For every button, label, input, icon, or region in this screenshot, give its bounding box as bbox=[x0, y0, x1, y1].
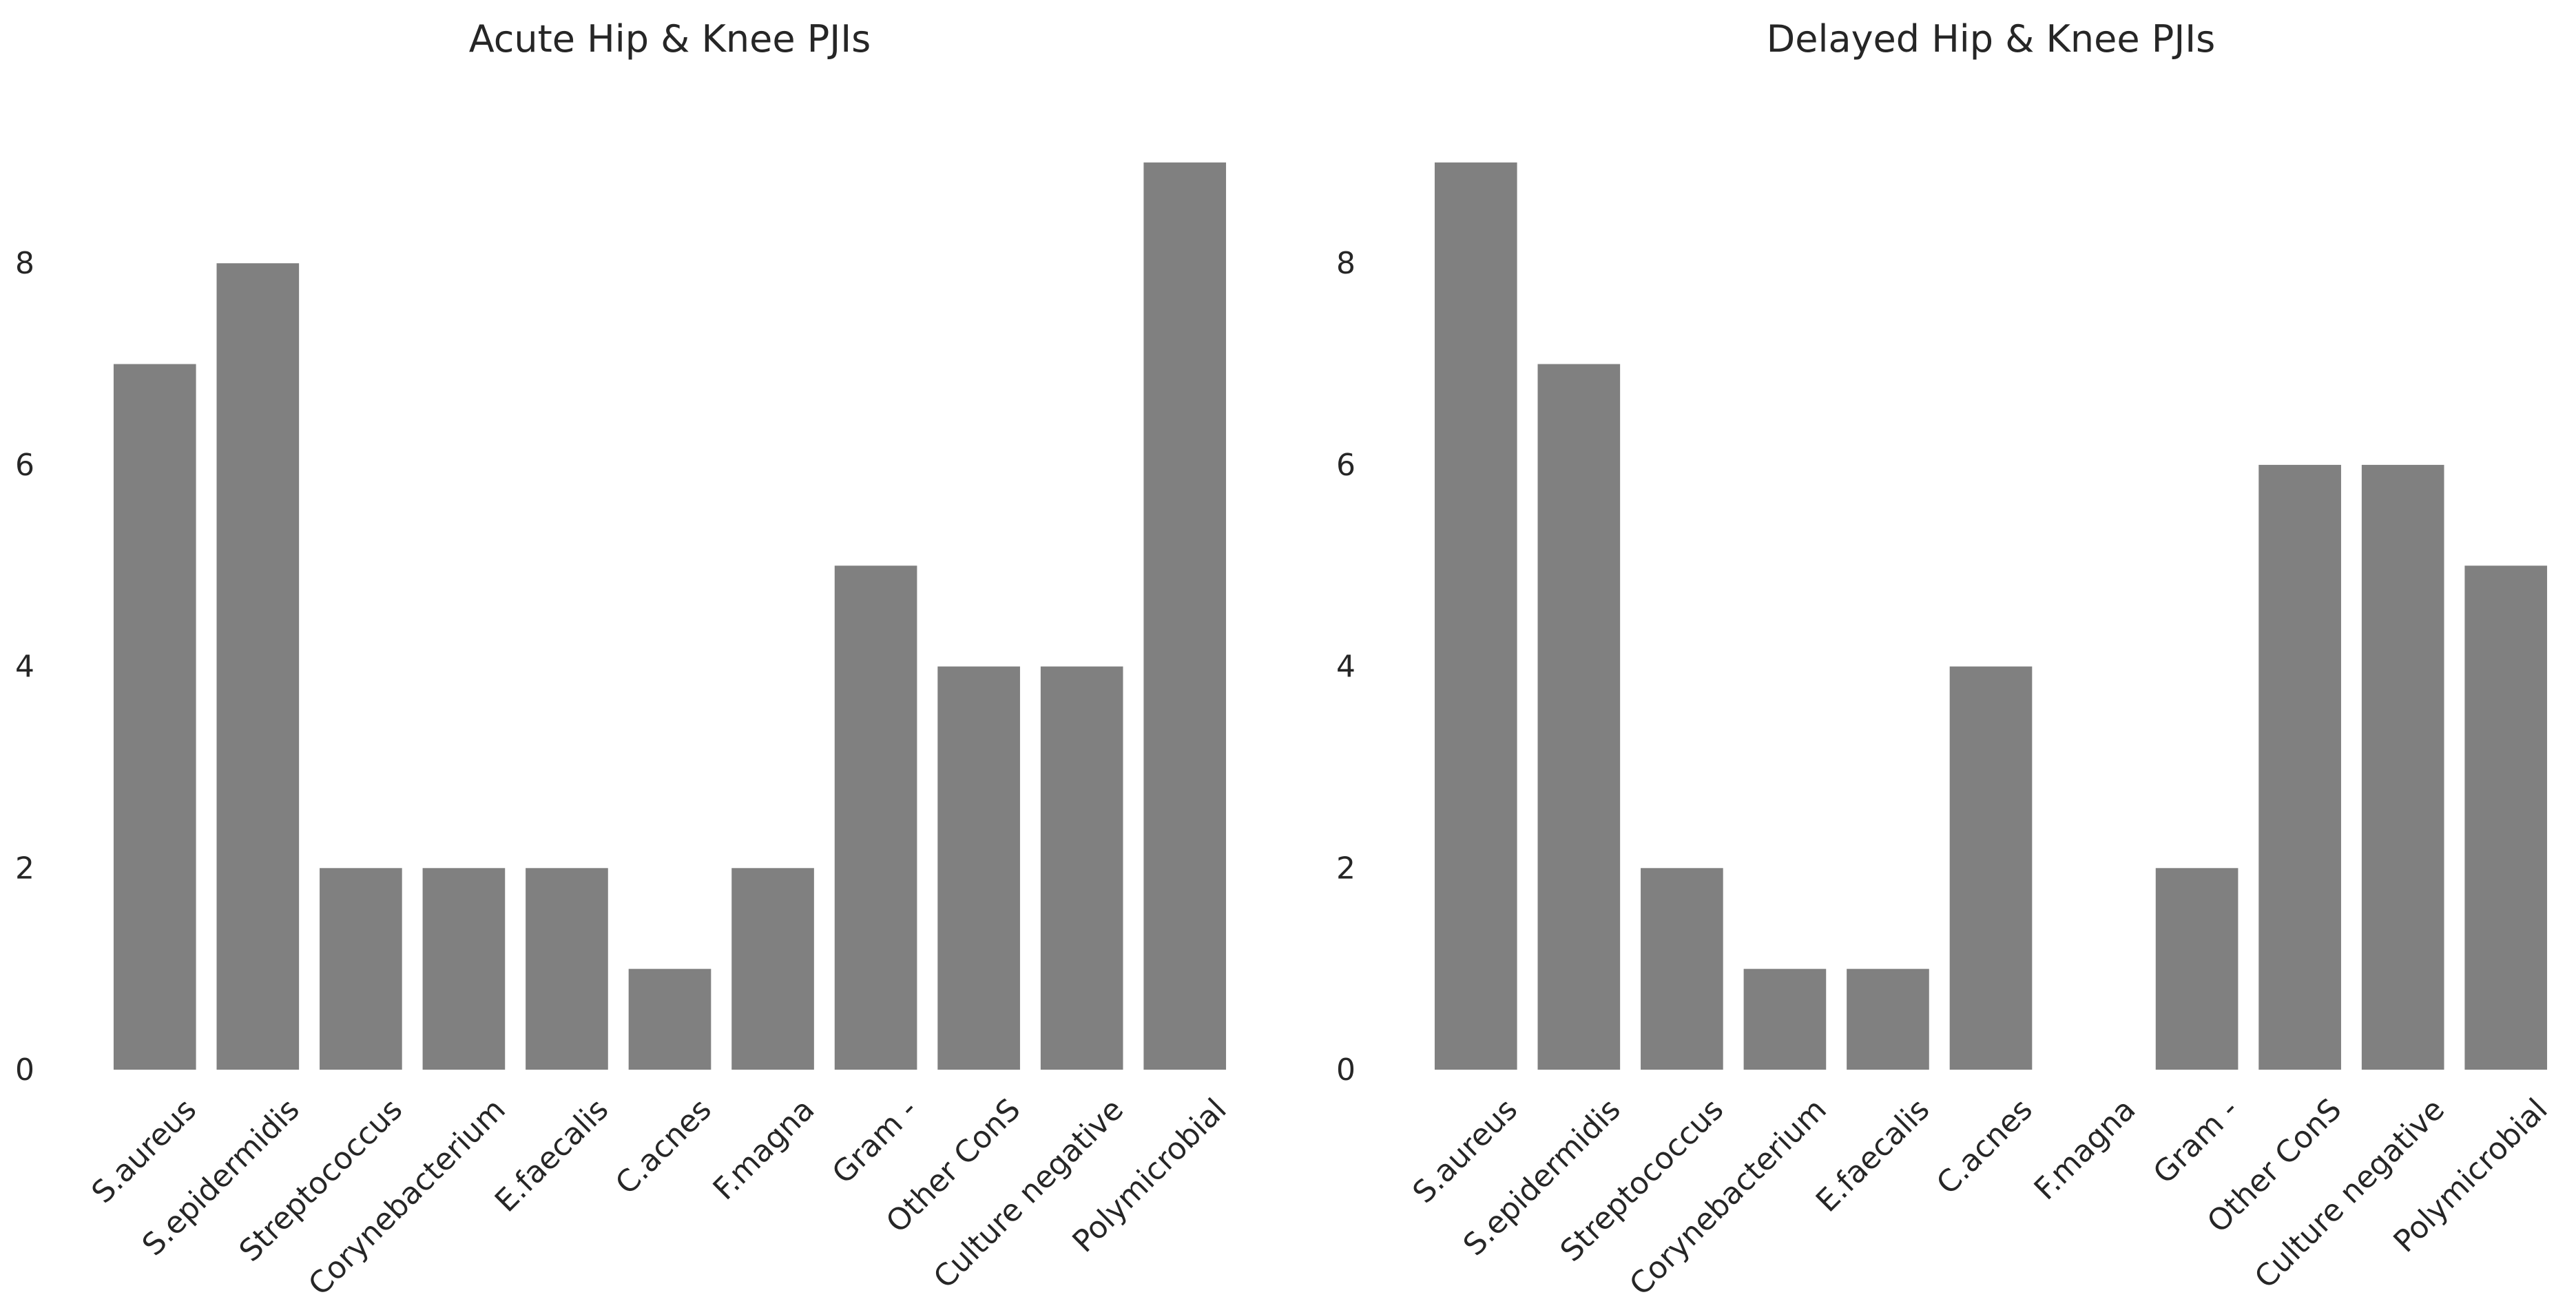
acute-bar bbox=[1040, 666, 1123, 1070]
delayed-xtick-label: Corynebacterium bbox=[1623, 1092, 1834, 1302]
acute-bar bbox=[1143, 162, 1227, 1070]
delayed-bar bbox=[1847, 968, 1929, 1070]
delayed-bar bbox=[1434, 162, 1517, 1070]
acute-ytick-label: 6 bbox=[15, 448, 34, 483]
acute-bar bbox=[320, 868, 402, 1070]
delayed-bar bbox=[1537, 364, 1621, 1070]
delayed-bar bbox=[2155, 868, 2239, 1070]
delayed-bar bbox=[1641, 868, 1723, 1070]
acute-xtick-label: C.acnes bbox=[609, 1092, 718, 1201]
acute-xtick-label: Culture negative bbox=[927, 1092, 1130, 1295]
delayed-ytick-label: 6 bbox=[1336, 448, 1355, 483]
acute-ytick-label: 0 bbox=[15, 1052, 34, 1088]
delayed-ytick-label: 2 bbox=[1336, 851, 1355, 886]
delayed-bar bbox=[2258, 464, 2341, 1070]
acute-ytick-label: 2 bbox=[15, 851, 34, 886]
acute-xtick-label: Corynebacterium bbox=[302, 1092, 512, 1302]
acute-bar bbox=[113, 364, 196, 1070]
delayed-ytick-label: 8 bbox=[1336, 246, 1355, 281]
acute-chart-title: Acute Hip & Knee PJIs bbox=[469, 17, 871, 61]
delayed-xtick-label: Culture negative bbox=[2248, 1092, 2451, 1295]
delayed-bar bbox=[2361, 464, 2444, 1070]
acute-xtick-label: E.faecalis bbox=[488, 1092, 615, 1218]
acute-bar bbox=[731, 868, 814, 1070]
acute-ytick-label: 4 bbox=[15, 650, 34, 685]
acute-pjis-chart: Acute Hip & Knee PJIs 02468S.aureusS.epi… bbox=[15, 17, 1234, 1302]
delayed-xtick-label: F.magna bbox=[2028, 1092, 2143, 1207]
acute-xtick-label: Gram - bbox=[826, 1092, 924, 1190]
delayed-xtick-label: E.faecalis bbox=[1809, 1092, 1936, 1218]
delayed-bar bbox=[2464, 565, 2548, 1070]
acute-ytick-label: 8 bbox=[15, 246, 34, 281]
acute-bar bbox=[937, 666, 1020, 1070]
acute-bar bbox=[628, 968, 711, 1070]
acute-bar bbox=[834, 565, 917, 1070]
acute-bar bbox=[216, 263, 300, 1070]
delayed-ytick-label: 4 bbox=[1336, 650, 1355, 685]
delayed-xtick-label: C.acnes bbox=[1930, 1092, 2039, 1201]
delayed-bar bbox=[1949, 666, 2033, 1070]
acute-bar bbox=[422, 868, 506, 1070]
acute-xtick-label: F.magna bbox=[707, 1092, 822, 1207]
acute-bar bbox=[526, 868, 608, 1070]
delayed-ytick-label: 0 bbox=[1336, 1052, 1355, 1088]
delayed-bar bbox=[1743, 968, 1827, 1070]
delayed-chart-title: Delayed Hip & Knee PJIs bbox=[1767, 17, 2216, 61]
delayed-pjis-chart: Delayed Hip & Knee PJIs 02468S.aureusS.e… bbox=[1336, 17, 2555, 1302]
delayed-xtick-label: Gram - bbox=[2147, 1092, 2245, 1190]
